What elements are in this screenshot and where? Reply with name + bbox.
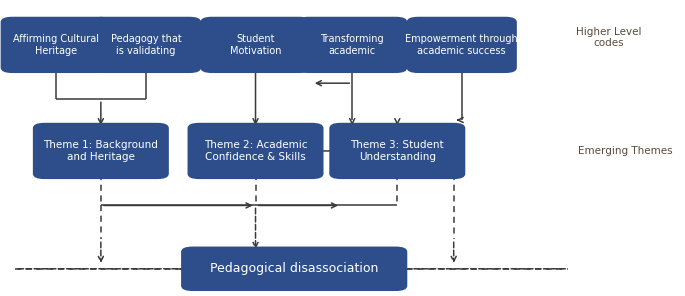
FancyBboxPatch shape bbox=[407, 17, 517, 73]
Text: Student
Motivation: Student Motivation bbox=[229, 34, 282, 56]
Text: Higher Level
codes: Higher Level codes bbox=[576, 27, 641, 48]
Text: Theme 2: Academic
Confidence & Skills: Theme 2: Academic Confidence & Skills bbox=[203, 140, 308, 162]
Text: Affirming Cultural
Heritage: Affirming Cultural Heritage bbox=[13, 34, 99, 56]
FancyBboxPatch shape bbox=[33, 123, 169, 179]
FancyBboxPatch shape bbox=[1, 17, 111, 73]
Text: Pedagogical disassociation: Pedagogical disassociation bbox=[210, 262, 378, 275]
Text: Empowerment through
academic success: Empowerment through academic success bbox=[406, 34, 518, 56]
Text: Pedagogy that
is validating: Pedagogy that is validating bbox=[110, 34, 182, 56]
FancyBboxPatch shape bbox=[181, 247, 408, 291]
Text: Transforming
academic: Transforming academic bbox=[321, 34, 384, 56]
FancyBboxPatch shape bbox=[188, 123, 323, 179]
Text: Emerging Themes: Emerging Themes bbox=[577, 146, 673, 156]
Text: Theme 1: Background
and Heritage: Theme 1: Background and Heritage bbox=[43, 140, 158, 162]
Text: Theme 3: Student
Understanding: Theme 3: Student Understanding bbox=[351, 140, 444, 162]
FancyBboxPatch shape bbox=[91, 17, 201, 73]
FancyBboxPatch shape bbox=[329, 123, 465, 179]
FancyBboxPatch shape bbox=[201, 17, 310, 73]
FancyBboxPatch shape bbox=[297, 17, 408, 73]
